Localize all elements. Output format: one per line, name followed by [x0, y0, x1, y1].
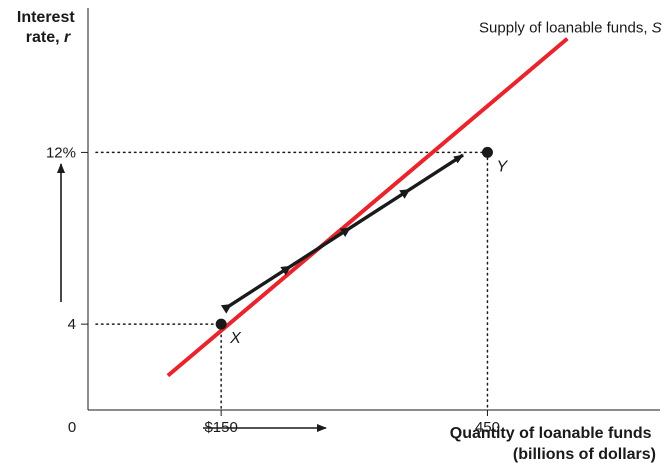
arrowhead-marker [280, 265, 292, 276]
arrowhead-marker [399, 189, 411, 199]
y-axis-title: Interest rate, r [17, 9, 79, 46]
point-label: Y [496, 158, 508, 175]
point-marker [215, 318, 227, 330]
arrowhead-marker [339, 227, 351, 238]
supply-curve-label: Supply of loanable funds, S [479, 20, 662, 37]
x-axis-title: Quantity of loanable funds (billions of … [450, 425, 656, 463]
supply-curve [166, 37, 569, 378]
x-tick-label: 450 [475, 419, 500, 436]
y-tick-label: 12% [46, 144, 76, 161]
x-axis-title-line-2: (billions of dollars) [513, 446, 656, 463]
y-tick-label: 4 [68, 316, 76, 333]
origin-label: 0 [68, 419, 76, 436]
arrowhead-marker [220, 304, 233, 314]
point-marker [481, 146, 493, 158]
x-axis-title-line-1: Quantity of loanable funds [450, 425, 652, 442]
point-label: X [229, 330, 242, 347]
